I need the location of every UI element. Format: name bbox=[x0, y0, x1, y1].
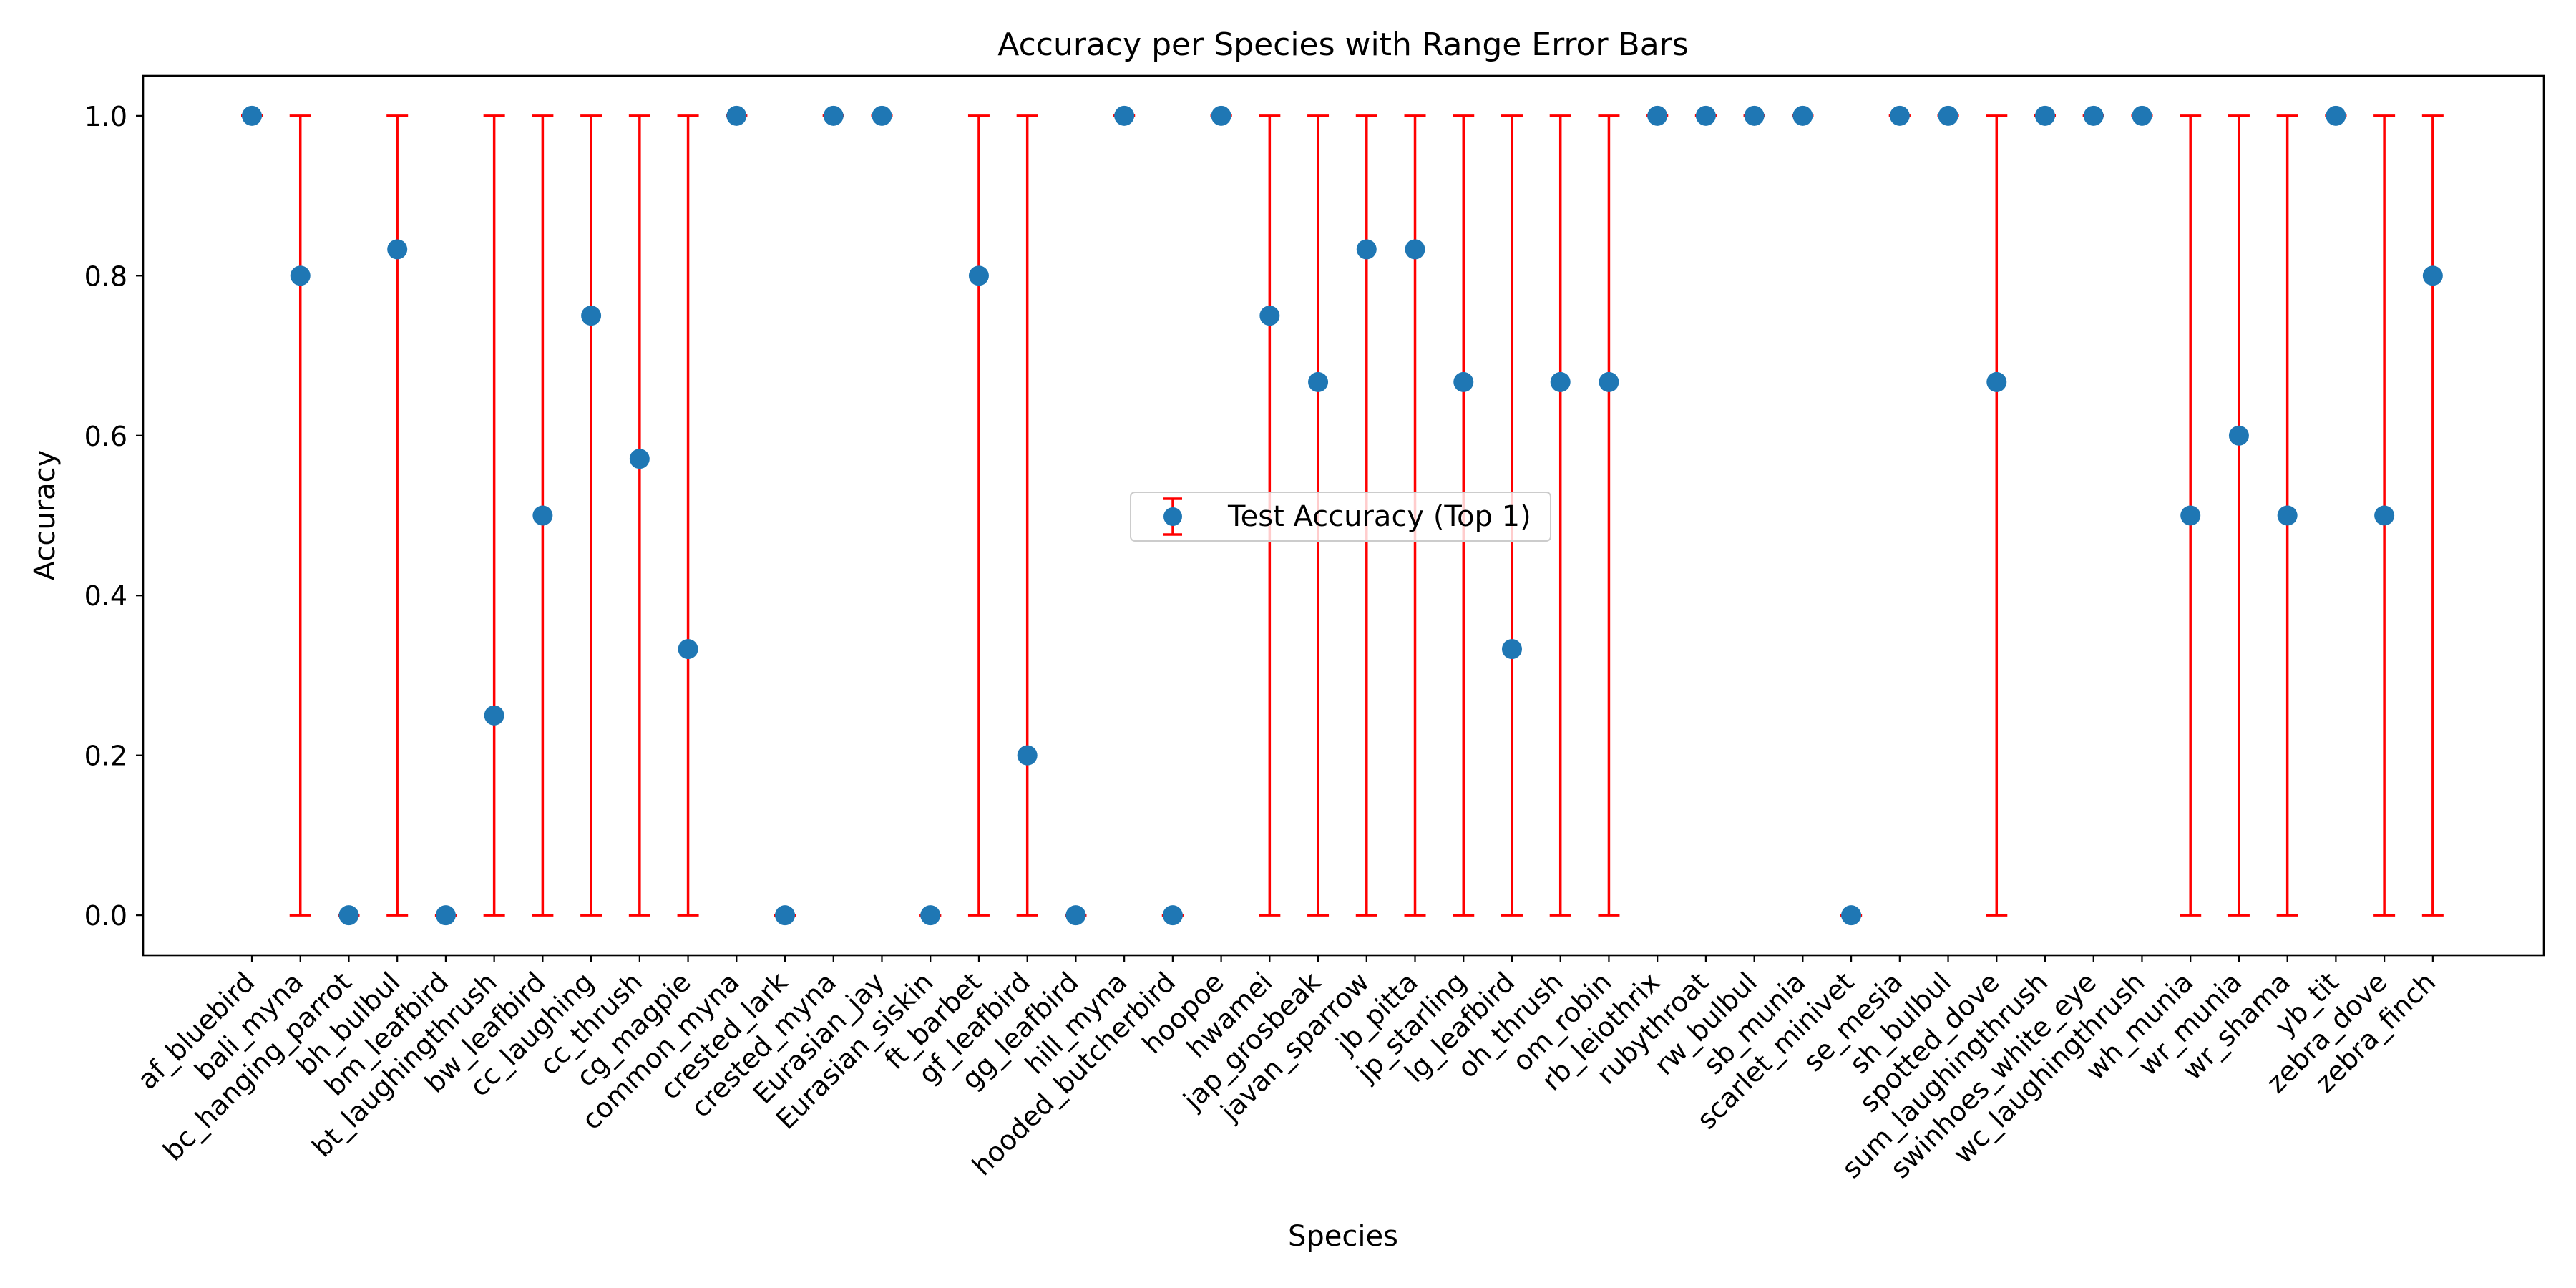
data-point bbox=[2422, 265, 2443, 286]
data-point bbox=[1599, 371, 1619, 392]
data-point bbox=[1259, 306, 1280, 326]
data-point bbox=[1017, 745, 1038, 766]
data-point bbox=[1501, 639, 1522, 660]
data-point bbox=[1695, 105, 1716, 126]
data-point bbox=[629, 449, 650, 469]
data-point bbox=[387, 239, 408, 260]
y-tick-label: 0.0 bbox=[84, 900, 127, 932]
data-point bbox=[775, 905, 796, 926]
plot-area bbox=[241, 105, 2444, 926]
data-point bbox=[2277, 505, 2298, 526]
data-point bbox=[1453, 371, 1474, 392]
data-point bbox=[2326, 105, 2346, 126]
data-point bbox=[1308, 371, 1329, 392]
data-point bbox=[1405, 239, 1425, 260]
data-point bbox=[1938, 105, 1958, 126]
data-point bbox=[581, 306, 602, 326]
data-point bbox=[2374, 505, 2395, 526]
legend-marker bbox=[1163, 507, 1182, 526]
data-point bbox=[2035, 105, 2056, 126]
data-point bbox=[484, 705, 504, 726]
data-point bbox=[532, 505, 553, 526]
data-point bbox=[2132, 105, 2152, 126]
y-axis-label: Accuracy bbox=[29, 450, 62, 581]
legend: Test Accuracy (Top 1) bbox=[1130, 492, 1551, 542]
y-tick-label: 1.0 bbox=[84, 101, 127, 132]
data-point bbox=[290, 265, 311, 286]
data-point bbox=[920, 905, 941, 926]
data-point bbox=[1986, 371, 2007, 392]
data-point bbox=[872, 105, 892, 126]
data-point bbox=[1211, 105, 1231, 126]
legend-box bbox=[1130, 492, 1551, 542]
axes-frame bbox=[142, 74, 2545, 957]
y-axis: 0.0 0.2 0.4 0.6 0.8 1.0 bbox=[84, 101, 143, 932]
legend-label: Test Accuracy (Top 1) bbox=[1227, 500, 1531, 533]
data-point bbox=[1114, 105, 1135, 126]
y-tick-label: 0.8 bbox=[84, 260, 127, 292]
y-tick-label: 0.2 bbox=[84, 741, 127, 772]
data-point bbox=[338, 905, 359, 926]
data-point bbox=[1065, 905, 1086, 926]
data-point bbox=[435, 905, 456, 926]
data-point bbox=[726, 105, 747, 126]
data-point bbox=[823, 105, 844, 126]
data-point bbox=[1744, 105, 1765, 126]
chart-title: Accuracy per Species with Range Error Ba… bbox=[997, 26, 1688, 63]
x-axis-label: Species bbox=[1288, 1220, 1398, 1253]
y-tick-label: 0.6 bbox=[84, 421, 127, 452]
data-point bbox=[2083, 105, 2104, 126]
data-point bbox=[1792, 105, 1813, 126]
data-point bbox=[678, 639, 698, 660]
data-point bbox=[968, 265, 989, 286]
data-point bbox=[1550, 371, 1571, 392]
data-point bbox=[2228, 425, 2249, 446]
data-point bbox=[1841, 905, 1862, 926]
data-point bbox=[1647, 105, 1668, 126]
data-point bbox=[1162, 905, 1183, 926]
data-point bbox=[2180, 505, 2201, 526]
data-point bbox=[1356, 239, 1377, 260]
data-point bbox=[242, 105, 262, 126]
data-point bbox=[1889, 105, 1910, 126]
y-tick-label: 0.4 bbox=[84, 580, 127, 612]
